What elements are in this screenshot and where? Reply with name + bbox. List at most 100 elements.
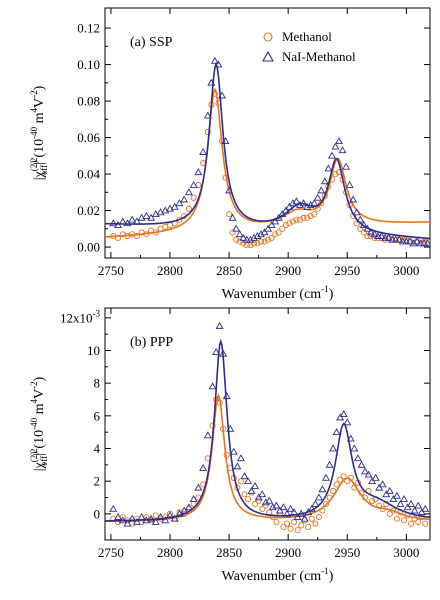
data-point xyxy=(235,230,244,238)
data-point xyxy=(290,508,299,516)
data-point xyxy=(400,495,408,503)
data-point xyxy=(304,214,311,221)
series-methanol xyxy=(105,393,430,534)
data-point xyxy=(332,428,341,436)
x-tick-label: 2750 xyxy=(98,545,124,560)
plot-frame xyxy=(104,7,431,259)
data-point xyxy=(203,111,212,119)
data-point xyxy=(390,507,397,514)
data-point xyxy=(325,460,334,468)
data-point xyxy=(244,477,252,485)
y-tick-label: 0 xyxy=(94,506,101,521)
data-point xyxy=(329,444,338,452)
data-point xyxy=(240,472,249,480)
data-point xyxy=(307,212,314,220)
data-point xyxy=(300,214,307,221)
y-tick-label: 0.06 xyxy=(77,130,100,145)
data-point xyxy=(221,137,230,145)
data-point xyxy=(392,491,401,499)
data-point xyxy=(332,171,339,178)
data-point xyxy=(324,164,333,172)
data-point xyxy=(219,349,228,357)
plot-area xyxy=(105,56,430,249)
data-point xyxy=(303,202,312,210)
data-point xyxy=(311,211,318,218)
data-point xyxy=(291,518,298,526)
data-point xyxy=(258,490,267,498)
data-point xyxy=(170,202,179,210)
data-point xyxy=(257,238,265,245)
data-point xyxy=(356,215,365,223)
data-point xyxy=(335,137,343,145)
data-point xyxy=(308,515,315,522)
data-point xyxy=(255,497,262,504)
data-point xyxy=(212,348,221,355)
data-point xyxy=(281,206,290,214)
data-point xyxy=(292,197,301,205)
data-point xyxy=(411,515,418,522)
data-point xyxy=(185,205,192,212)
data-point xyxy=(166,510,174,517)
data-point xyxy=(285,202,294,210)
data-point xyxy=(370,230,379,238)
data-point xyxy=(352,208,361,216)
data-point xyxy=(261,498,270,506)
data-point xyxy=(315,514,322,521)
data-point xyxy=(123,219,132,227)
data-point xyxy=(232,224,241,232)
data-point xyxy=(209,422,216,429)
data-point xyxy=(229,447,238,455)
data-point xyxy=(128,514,137,522)
data-point xyxy=(161,516,170,524)
data-point xyxy=(364,470,373,478)
data-point xyxy=(279,503,288,511)
data-point xyxy=(350,444,359,452)
y-tick-label: 8 xyxy=(94,376,101,391)
legend-marker-circle xyxy=(263,32,273,42)
data-point xyxy=(226,424,235,432)
data-point xyxy=(294,527,301,534)
data-point xyxy=(271,217,280,225)
data-point xyxy=(247,486,256,494)
y-tick-label: 0.08 xyxy=(77,94,100,109)
plot-frame xyxy=(104,307,431,541)
data-point xyxy=(358,489,365,496)
x-axis-label: Wavenumber (cm-1) xyxy=(222,566,334,584)
data-point xyxy=(343,418,352,426)
data-point xyxy=(237,478,244,485)
data-point xyxy=(189,495,198,503)
data-point xyxy=(371,234,378,241)
data-point xyxy=(357,460,366,468)
x-tick-label: 2950 xyxy=(334,545,360,560)
data-point xyxy=(367,233,374,240)
data-point xyxy=(275,229,282,236)
data-point xyxy=(184,188,193,196)
data-point xyxy=(279,225,286,232)
data-point xyxy=(236,454,245,462)
data-point xyxy=(322,473,330,481)
data-point xyxy=(336,413,345,421)
data-point xyxy=(253,231,262,239)
data-point xyxy=(265,236,272,243)
data-point xyxy=(137,513,146,520)
data-point xyxy=(208,382,217,390)
data-point xyxy=(133,233,140,240)
data-point xyxy=(254,240,261,247)
data-point xyxy=(199,464,208,471)
data-point xyxy=(189,180,198,188)
data-point xyxy=(268,234,275,241)
data-point xyxy=(272,501,281,509)
data-point xyxy=(175,509,184,517)
data-point xyxy=(166,511,174,519)
data-point xyxy=(268,503,277,511)
data-point xyxy=(363,224,372,232)
data-point xyxy=(152,229,159,236)
data-point xyxy=(307,504,316,512)
data-point xyxy=(241,491,248,498)
data-point xyxy=(408,520,415,527)
data-point xyxy=(142,211,151,219)
data-point xyxy=(273,518,280,526)
data-point xyxy=(215,321,224,329)
data-point xyxy=(184,503,193,511)
data-point xyxy=(311,499,320,507)
